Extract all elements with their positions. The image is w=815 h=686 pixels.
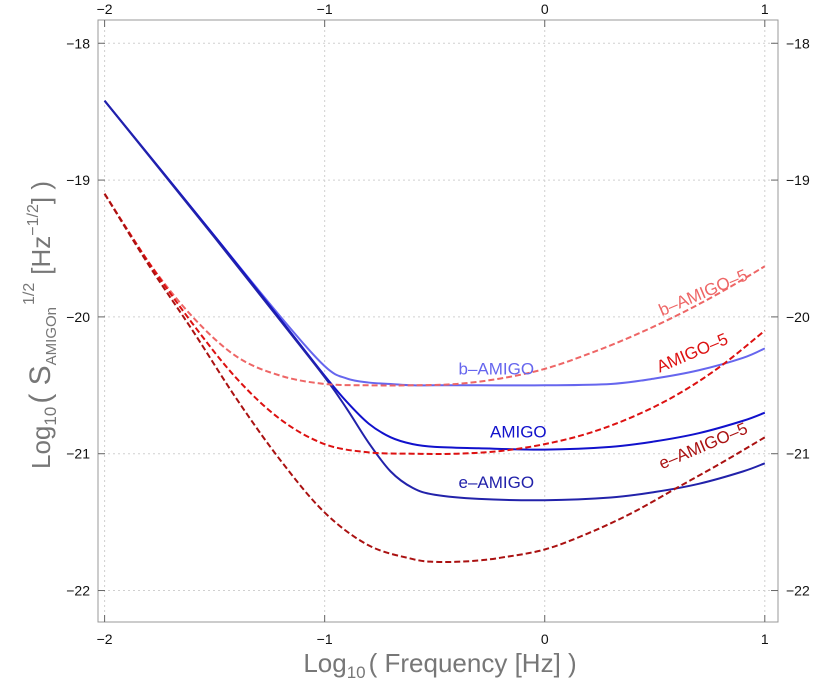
series-line-0	[103, 100, 766, 387]
y-tick-label-right: −20	[786, 309, 810, 325]
series-line-5	[103, 193, 766, 564]
y-tick-label-left: −19	[66, 172, 90, 188]
y-axis-title-prefix: Log	[26, 426, 56, 469]
x-axis-title-sub: 10	[347, 663, 366, 682]
y-axis-title-unitsup: −1/2	[25, 204, 42, 236]
y-tick-label-left: −20	[66, 309, 90, 325]
y-tick-label-left: −22	[66, 583, 90, 599]
series-label-1: AMIGO	[490, 422, 547, 441]
x-tick-label-bottom: −1	[317, 631, 333, 647]
y-tick-label-left: −18	[66, 35, 90, 51]
y-tick-label-right: −19	[786, 172, 810, 188]
y-axis-title-unit: [Hz	[26, 236, 56, 275]
y-axis-title-tail: ] )	[26, 181, 56, 204]
y-axis-title-sup: 1/2	[21, 283, 38, 305]
y-tick-label-left: −21	[66, 446, 90, 462]
series-label-2: e–AMIGO	[459, 473, 535, 492]
x-axis-title-text: ( Frequency [Hz] )	[369, 648, 577, 678]
y-axis-title-mid: ( S	[24, 365, 57, 403]
series-line-4	[103, 193, 766, 455]
y-tick-label-right: −18	[786, 35, 810, 51]
x-tick-label-top: −2	[97, 1, 113, 17]
series-label-0: b–AMIGO	[459, 359, 535, 378]
plot-frame	[97, 19, 779, 623]
series-line-2	[103, 100, 766, 502]
y-axis-title: Log10 ( SAMIGOn 1/2 [Hz−1/2] )	[21, 181, 60, 469]
axis-ticks: −2 −2 −1 −1 0 0 1 1 −22 −22 −21 −21 −20 −20 −19 −19 −18 −…	[66, 1, 810, 647]
x-axis-title: Log10( Frequency [Hz] )	[303, 648, 576, 682]
x-tick-label-bottom: −2	[97, 631, 113, 647]
series-lines	[103, 100, 766, 564]
grid	[98, 20, 778, 622]
y-axis-title-sub2: AMIGOn	[43, 307, 60, 365]
y-tick-label-right: −21	[786, 446, 810, 462]
x-tick-label-top: −1	[317, 1, 333, 17]
series-line-1	[103, 100, 766, 451]
series-line-3	[103, 193, 766, 387]
x-axis-title-prefix: Log	[303, 648, 346, 678]
x-tick-label-top: 1	[761, 1, 769, 17]
series-label-4: AMIGO–5	[654, 329, 731, 376]
y-tick-label-right: −22	[786, 583, 810, 599]
x-tick-label-bottom: 1	[761, 631, 769, 647]
y-axis-title-sub: 10	[41, 407, 60, 426]
series-label-3: b–AMIGO–5	[656, 265, 750, 319]
x-tick-label-top: 0	[541, 1, 549, 17]
series-label-5: e–AMIGO–5	[656, 419, 750, 473]
x-tick-label-bottom: 0	[541, 631, 549, 647]
